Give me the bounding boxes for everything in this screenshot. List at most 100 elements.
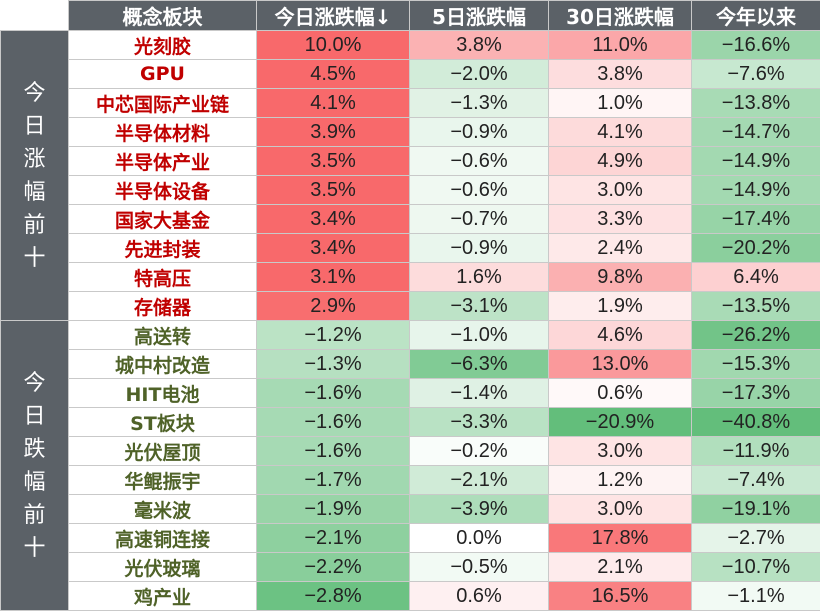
five-day-change-cell: −0.6% bbox=[410, 147, 549, 176]
thirty-day-change-cell: 9.8% bbox=[549, 263, 692, 292]
thirty-day-change-cell: 3.0% bbox=[549, 176, 692, 205]
concept-name-cell: 存储器 bbox=[69, 292, 257, 321]
thirty-day-change-cell: 3.0% bbox=[549, 437, 692, 466]
group-label-char: 日 bbox=[1, 400, 68, 433]
ytd-change-cell: −17.4% bbox=[692, 205, 820, 234]
thirty-day-change-cell: 3.0% bbox=[549, 495, 692, 524]
concept-name-cell: 鸡产业 bbox=[69, 582, 257, 611]
ytd-change-cell: −10.7% bbox=[692, 553, 820, 582]
ytd-change-cell: −17.3% bbox=[692, 379, 820, 408]
today-change-cell: −2.2% bbox=[257, 553, 410, 582]
ytd-change-cell: 6.4% bbox=[692, 263, 820, 292]
today-change-cell: −1.6% bbox=[257, 437, 410, 466]
thirty-day-change-cell: 3.8% bbox=[549, 60, 692, 89]
group-label-char: 前 bbox=[1, 499, 68, 532]
group-label-top-gainers: 今日涨幅前十 bbox=[1, 31, 69, 321]
today-change-cell: −1.7% bbox=[257, 466, 410, 495]
concept-name-cell: 先进封装 bbox=[69, 234, 257, 263]
concept-name-cell: 光伏屋顶 bbox=[69, 437, 257, 466]
concept-name-cell: HIT电池 bbox=[69, 379, 257, 408]
concept-name-cell: 高送转 bbox=[69, 321, 257, 350]
group-label-char: 日 bbox=[1, 110, 68, 143]
concept-name-cell: 国家大基金 bbox=[69, 205, 257, 234]
today-change-cell: 4.5% bbox=[257, 60, 410, 89]
group-label-char: 今 bbox=[1, 367, 68, 400]
today-change-cell: 3.5% bbox=[257, 176, 410, 205]
today-change-cell: 3.9% bbox=[257, 118, 410, 147]
five-day-change-cell: −0.9% bbox=[410, 234, 549, 263]
table-row: HIT电池−1.6%−1.4%0.6%−17.3% bbox=[1, 379, 820, 408]
ytd-change-cell: −26.2% bbox=[692, 321, 820, 350]
thirty-day-change-cell: 13.0% bbox=[549, 350, 692, 379]
table-row: 鸡产业−2.8%0.6%16.5%−1.1% bbox=[1, 582, 820, 611]
thirty-day-change-cell: 2.4% bbox=[549, 234, 692, 263]
today-change-cell: 2.9% bbox=[257, 292, 410, 321]
today-change-cell: −2.8% bbox=[257, 582, 410, 611]
header-ytd-change: 今年以来 bbox=[692, 1, 820, 31]
concept-name-cell: 半导体材料 bbox=[69, 118, 257, 147]
group-label-char: 今 bbox=[1, 77, 68, 110]
group-label-char: 十 bbox=[1, 242, 68, 275]
concept-name-cell: 华鲲振宇 bbox=[69, 466, 257, 495]
five-day-change-cell: −0.7% bbox=[410, 205, 549, 234]
five-day-change-cell: −0.2% bbox=[410, 437, 549, 466]
ytd-change-cell: −15.3% bbox=[692, 350, 820, 379]
thirty-day-change-cell: 4.1% bbox=[549, 118, 692, 147]
today-change-cell: 3.4% bbox=[257, 234, 410, 263]
ytd-change-cell: −19.1% bbox=[692, 495, 820, 524]
today-change-cell: −1.9% bbox=[257, 495, 410, 524]
table-header: 概念板块 今日涨跌幅↓ 5日涨跌幅 30日涨跌幅 今年以来 bbox=[1, 1, 820, 31]
today-change-cell: −1.6% bbox=[257, 408, 410, 437]
thirty-day-change-cell: 3.3% bbox=[549, 205, 692, 234]
five-day-change-cell: −0.9% bbox=[410, 118, 549, 147]
five-day-change-cell: −1.4% bbox=[410, 379, 549, 408]
ytd-change-cell: −11.9% bbox=[692, 437, 820, 466]
group-label-char: 幅 bbox=[1, 176, 68, 209]
today-change-cell: −2.1% bbox=[257, 524, 410, 553]
header-5day-change: 5日涨跌幅 bbox=[410, 1, 549, 31]
table-row: 今日跌幅前十高送转−1.2%−1.0%4.6%−26.2% bbox=[1, 321, 820, 350]
thirty-day-change-cell: 1.9% bbox=[549, 292, 692, 321]
table-row: 毫米波−1.9%−3.9%3.0%−19.1% bbox=[1, 495, 820, 524]
today-change-cell: 3.1% bbox=[257, 263, 410, 292]
five-day-change-cell: −0.5% bbox=[410, 553, 549, 582]
table-row: 光伏玻璃−2.2%−0.5%2.1%−10.7% bbox=[1, 553, 820, 582]
today-change-cell: −1.3% bbox=[257, 350, 410, 379]
concept-name-cell: ST板块 bbox=[69, 408, 257, 437]
group-label-char: 十 bbox=[1, 532, 68, 565]
ytd-change-cell: −40.8% bbox=[692, 408, 820, 437]
ytd-change-cell: −20.2% bbox=[692, 234, 820, 263]
table-row: 高速铜连接−2.1%0.0%17.8%−2.7% bbox=[1, 524, 820, 553]
ytd-change-cell: −1.1% bbox=[692, 582, 820, 611]
thirty-day-change-cell: 1.0% bbox=[549, 89, 692, 118]
five-day-change-cell: 0.6% bbox=[410, 582, 549, 611]
five-day-change-cell: −3.9% bbox=[410, 495, 549, 524]
header-corner bbox=[1, 1, 69, 31]
thirty-day-change-cell: 4.9% bbox=[549, 147, 692, 176]
ytd-change-cell: −7.6% bbox=[692, 60, 820, 89]
five-day-change-cell: −6.3% bbox=[410, 350, 549, 379]
table-row: 华鲲振宇−1.7%−2.1%1.2%−7.4% bbox=[1, 466, 820, 495]
ytd-change-cell: −14.9% bbox=[692, 147, 820, 176]
today-change-cell: 10.0% bbox=[257, 31, 410, 60]
today-change-cell: 4.1% bbox=[257, 89, 410, 118]
ytd-change-cell: −13.5% bbox=[692, 292, 820, 321]
today-change-cell: 3.5% bbox=[257, 147, 410, 176]
ytd-change-cell: −7.4% bbox=[692, 466, 820, 495]
ytd-change-cell: −16.6% bbox=[692, 31, 820, 60]
ytd-change-cell: −13.8% bbox=[692, 89, 820, 118]
ytd-change-cell: −2.7% bbox=[692, 524, 820, 553]
thirty-day-change-cell: 16.5% bbox=[549, 582, 692, 611]
thirty-day-change-cell: 11.0% bbox=[549, 31, 692, 60]
thirty-day-change-cell: −20.9% bbox=[549, 408, 692, 437]
today-change-cell: −1.6% bbox=[257, 379, 410, 408]
